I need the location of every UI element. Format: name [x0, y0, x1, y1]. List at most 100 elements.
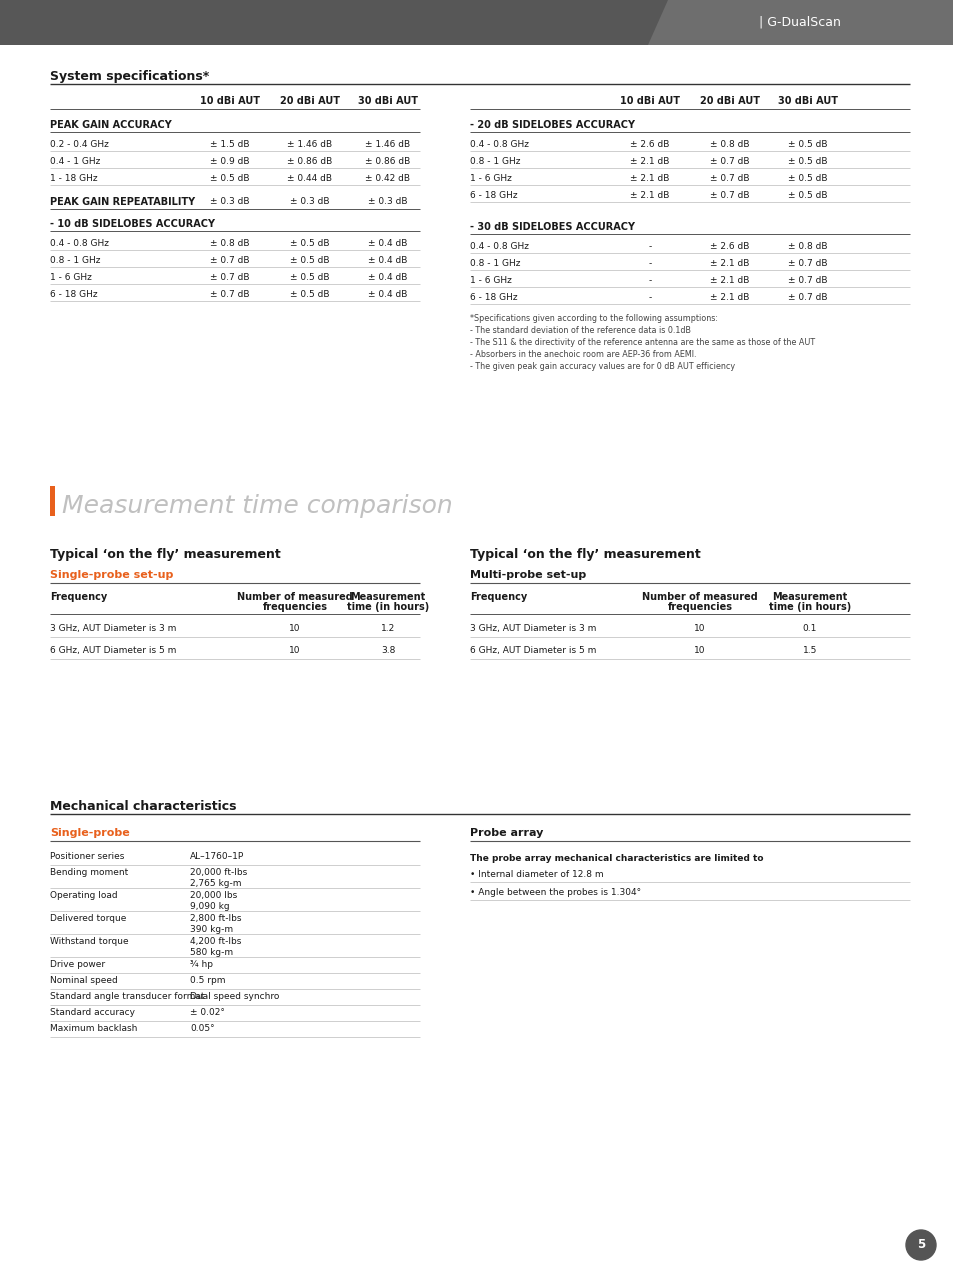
Text: Multi-probe set-up: Multi-probe set-up [470, 571, 586, 579]
Text: Standard accuracy: Standard accuracy [50, 1008, 135, 1017]
Text: ± 1.5 dB: ± 1.5 dB [210, 139, 250, 150]
Text: Operating load: Operating load [50, 891, 117, 900]
Text: 20 dBi AUT: 20 dBi AUT [700, 96, 760, 107]
Text: ± 0.8 dB: ± 0.8 dB [210, 238, 250, 249]
Text: ± 0.5 dB: ± 0.5 dB [787, 191, 827, 200]
Text: Maximum backlash: Maximum backlash [50, 1025, 137, 1033]
Text: ± 0.7 dB: ± 0.7 dB [787, 293, 827, 302]
Text: ± 0.5 dB: ± 0.5 dB [290, 256, 330, 265]
Text: frequencies: frequencies [667, 602, 732, 612]
Text: ± 0.7 dB: ± 0.7 dB [210, 290, 250, 299]
Bar [50, 486, 55, 516]
Text: Probe array: Probe array [470, 828, 543, 838]
Text: 6 - 18 GHz: 6 - 18 GHz [50, 290, 97, 299]
Text: Standard angle transducer format: Standard angle transducer format [50, 992, 204, 1000]
Text: ± 0.5 dB: ± 0.5 dB [787, 157, 827, 166]
Text: ± 0.7 dB: ± 0.7 dB [210, 256, 250, 265]
Text: ± 1.46 dB: ± 1.46 dB [287, 139, 333, 150]
Text: 6 - 18 GHz: 6 - 18 GHz [470, 293, 517, 302]
Text: 0.8 - 1 GHz: 0.8 - 1 GHz [50, 256, 100, 265]
Text: 3 GHz, AUT Diameter is 3 m: 3 GHz, AUT Diameter is 3 m [50, 624, 176, 633]
Text: 580 kg-m: 580 kg-m [190, 948, 233, 957]
Text: 0.4 - 0.8 GHz: 0.4 - 0.8 GHz [470, 139, 529, 150]
Text: Measurement: Measurement [350, 592, 425, 602]
Text: Measurement time comparison: Measurement time comparison [62, 495, 453, 519]
Text: - 30 dB SIDELOBES ACCURACY: - 30 dB SIDELOBES ACCURACY [470, 222, 635, 232]
Text: ± 0.8 dB: ± 0.8 dB [787, 242, 827, 251]
Text: ± 0.4 dB: ± 0.4 dB [368, 238, 407, 249]
Text: ± 0.7 dB: ± 0.7 dB [709, 174, 749, 183]
Text: 20,000 ft-lbs: 20,000 ft-lbs [190, 869, 247, 877]
Text: 20 dBi AUT: 20 dBi AUT [280, 96, 339, 107]
Text: ± 0.4 dB: ± 0.4 dB [368, 256, 407, 265]
Text: Typical ‘on the fly’ measurement: Typical ‘on the fly’ measurement [470, 548, 700, 560]
Text: - 10 dB SIDELOBES ACCURACY: - 10 dB SIDELOBES ACCURACY [50, 219, 214, 230]
Text: ± 0.5 dB: ± 0.5 dB [290, 290, 330, 299]
Text: 0.1: 0.1 [802, 624, 817, 633]
Circle shape [905, 1230, 935, 1260]
Text: 0.2 - 0.4 GHz: 0.2 - 0.4 GHz [50, 139, 109, 150]
Text: • Angle between the probes is 1.304°: • Angle between the probes is 1.304° [470, 888, 640, 896]
Text: Bending moment: Bending moment [50, 869, 128, 877]
Text: ± 0.3 dB: ± 0.3 dB [290, 197, 330, 205]
Text: Withstand torque: Withstand torque [50, 937, 129, 946]
Text: ¾ hp: ¾ hp [190, 960, 213, 969]
Text: 1 - 6 GHz: 1 - 6 GHz [470, 276, 512, 285]
Text: 0.5 rpm: 0.5 rpm [190, 976, 225, 985]
Text: 30 dBi AUT: 30 dBi AUT [778, 96, 837, 107]
Text: 10: 10 [289, 645, 300, 656]
Text: ± 0.7 dB: ± 0.7 dB [709, 191, 749, 200]
Text: 5: 5 [916, 1239, 924, 1252]
Text: ± 0.44 dB: ± 0.44 dB [287, 174, 333, 183]
Text: ± 0.7 dB: ± 0.7 dB [709, 157, 749, 166]
Text: 0.8 - 1 GHz: 0.8 - 1 GHz [470, 157, 520, 166]
Text: 0.4 - 0.8 GHz: 0.4 - 0.8 GHz [470, 242, 529, 251]
Text: - Absorbers in the anechoic room are AEP-36 from AEMI.: - Absorbers in the anechoic room are AEP… [470, 350, 696, 359]
Text: ± 0.5 dB: ± 0.5 dB [290, 238, 330, 249]
Text: Typical ‘on the fly’ measurement: Typical ‘on the fly’ measurement [50, 548, 280, 560]
Text: - The standard deviation of the reference data is 0.1dB: - The standard deviation of the referenc… [470, 326, 690, 335]
Text: ± 0.3 dB: ± 0.3 dB [210, 197, 250, 205]
Text: ± 2.1 dB: ± 2.1 dB [630, 157, 669, 166]
Text: ± 2.1 dB: ± 2.1 dB [630, 174, 669, 183]
Text: ± 0.4 dB: ± 0.4 dB [368, 290, 407, 299]
Text: ± 2.1 dB: ± 2.1 dB [710, 276, 749, 285]
Text: Delivered torque: Delivered torque [50, 914, 126, 923]
Text: - The given peak gain accuracy values are for 0 dB AUT efficiency: - The given peak gain accuracy values ar… [470, 361, 735, 372]
Text: Single-probe: Single-probe [50, 828, 130, 838]
Text: 9,090 kg: 9,090 kg [190, 902, 230, 910]
Text: -: - [648, 276, 651, 285]
Text: ± 0.9 dB: ± 0.9 dB [210, 157, 250, 166]
Text: - The S11 & the directivity of the reference antenna are the same as those of th: - The S11 & the directivity of the refer… [470, 339, 814, 347]
Text: ± 2.1 dB: ± 2.1 dB [630, 191, 669, 200]
Text: - 20 dB SIDELOBES ACCURACY: - 20 dB SIDELOBES ACCURACY [470, 120, 635, 131]
Text: The probe array mechanical characteristics are limited to: The probe array mechanical characteristi… [470, 855, 762, 864]
Text: 1.2: 1.2 [380, 624, 395, 633]
Text: time (in hours): time (in hours) [768, 602, 850, 612]
Text: -: - [648, 259, 651, 268]
Text: ± 0.5 dB: ± 0.5 dB [787, 174, 827, 183]
Text: Frequency: Frequency [470, 592, 527, 602]
Text: 1 - 6 GHz: 1 - 6 GHz [470, 174, 512, 183]
Text: ± 0.42 dB: ± 0.42 dB [365, 174, 410, 183]
Text: Number of measured: Number of measured [641, 592, 757, 602]
Text: 10 dBi AUT: 10 dBi AUT [200, 96, 260, 107]
Text: ± 0.4 dB: ± 0.4 dB [368, 273, 407, 281]
Text: ± 0.8 dB: ± 0.8 dB [709, 139, 749, 150]
Text: 20,000 lbs: 20,000 lbs [190, 891, 237, 900]
Text: 0.05°: 0.05° [190, 1025, 214, 1033]
Text: ± 0.5 dB: ± 0.5 dB [210, 174, 250, 183]
Text: 0.4 - 0.8 GHz: 0.4 - 0.8 GHz [50, 238, 109, 249]
Text: ± 0.5 dB: ± 0.5 dB [787, 139, 827, 150]
Text: ± 2.6 dB: ± 2.6 dB [630, 139, 669, 150]
Text: Number of measured: Number of measured [237, 592, 353, 602]
Text: ± 0.3 dB: ± 0.3 dB [368, 197, 407, 205]
Text: 0.4 - 1 GHz: 0.4 - 1 GHz [50, 157, 100, 166]
Text: 3.8: 3.8 [380, 645, 395, 656]
Text: ± 0.7 dB: ± 0.7 dB [210, 273, 250, 281]
Text: Single-probe set-up: Single-probe set-up [50, 571, 173, 579]
Text: Measurement: Measurement [772, 592, 846, 602]
Text: ± 0.7 dB: ± 0.7 dB [787, 259, 827, 268]
Text: Frequency: Frequency [50, 592, 107, 602]
Text: 1 - 6 GHz: 1 - 6 GHz [50, 273, 91, 281]
